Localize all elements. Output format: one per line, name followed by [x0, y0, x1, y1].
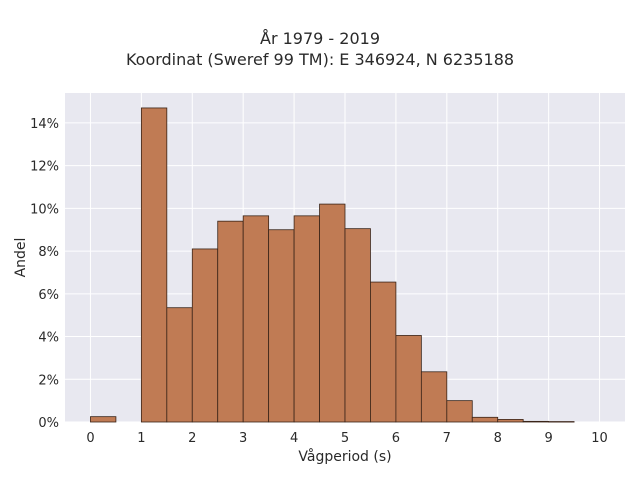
histogram-bar — [420, 371, 448, 423]
x-tick-label: 8 — [494, 431, 502, 446]
x-axis-label: Vågperiod (s) — [298, 448, 391, 465]
histogram-bar — [344, 228, 371, 423]
y-tick-label: 8% — [38, 245, 59, 260]
chart-title: År 1979 - 2019 — [260, 29, 380, 48]
y-tick-label: 12% — [30, 160, 59, 175]
x-tick-label: 3 — [239, 431, 247, 446]
histogram-bar — [166, 307, 193, 423]
histogram-bar — [217, 220, 244, 423]
histogram-bar — [446, 400, 473, 423]
histogram-bar — [497, 419, 524, 423]
chart-subtitle: Koordinat (Sweref 99 TM): E 346924, N 62… — [125, 50, 515, 69]
x-tick-label: 0 — [86, 431, 94, 446]
x-tick-label: 2 — [188, 431, 196, 446]
histogram-bar — [242, 215, 270, 423]
histogram-bar — [293, 215, 320, 423]
x-tick-labels: 0 1 2 3 4 5 6 7 8 9 10 — [86, 431, 608, 446]
x-tick-label: 1 — [137, 431, 145, 446]
y-tick-labels: 0% 2% 4% 6% 8% 10% 12% 14% — [30, 117, 59, 431]
x-tick-label: 4 — [290, 431, 298, 446]
y-axis-label: Andel — [13, 238, 29, 278]
y-tick-label: 6% — [38, 288, 59, 303]
x-tick-label: 9 — [544, 431, 552, 446]
bars-group — [90, 107, 575, 423]
x-tick-label: 6 — [392, 431, 400, 446]
histogram-bar — [522, 420, 550, 423]
x-tick-label: 10 — [591, 431, 608, 446]
histogram-bar — [90, 416, 117, 423]
y-tick-label: 14% — [30, 117, 59, 132]
x-tick-label: 5 — [341, 431, 349, 446]
y-tick-label: 0% — [38, 416, 59, 431]
histogram-bar — [191, 248, 219, 423]
histogram-bar — [548, 421, 575, 423]
y-tick-label: 2% — [38, 373, 59, 388]
histogram-bar — [319, 203, 346, 423]
histogram-bar — [140, 107, 168, 423]
histogram-bar — [471, 416, 499, 423]
histogram-bar — [370, 281, 397, 423]
x-tick-label: 7 — [443, 431, 451, 446]
histogram-bar — [268, 229, 295, 423]
histogram-bar — [395, 335, 422, 423]
y-tick-label: 4% — [38, 331, 59, 346]
y-tick-label: 10% — [30, 202, 59, 217]
